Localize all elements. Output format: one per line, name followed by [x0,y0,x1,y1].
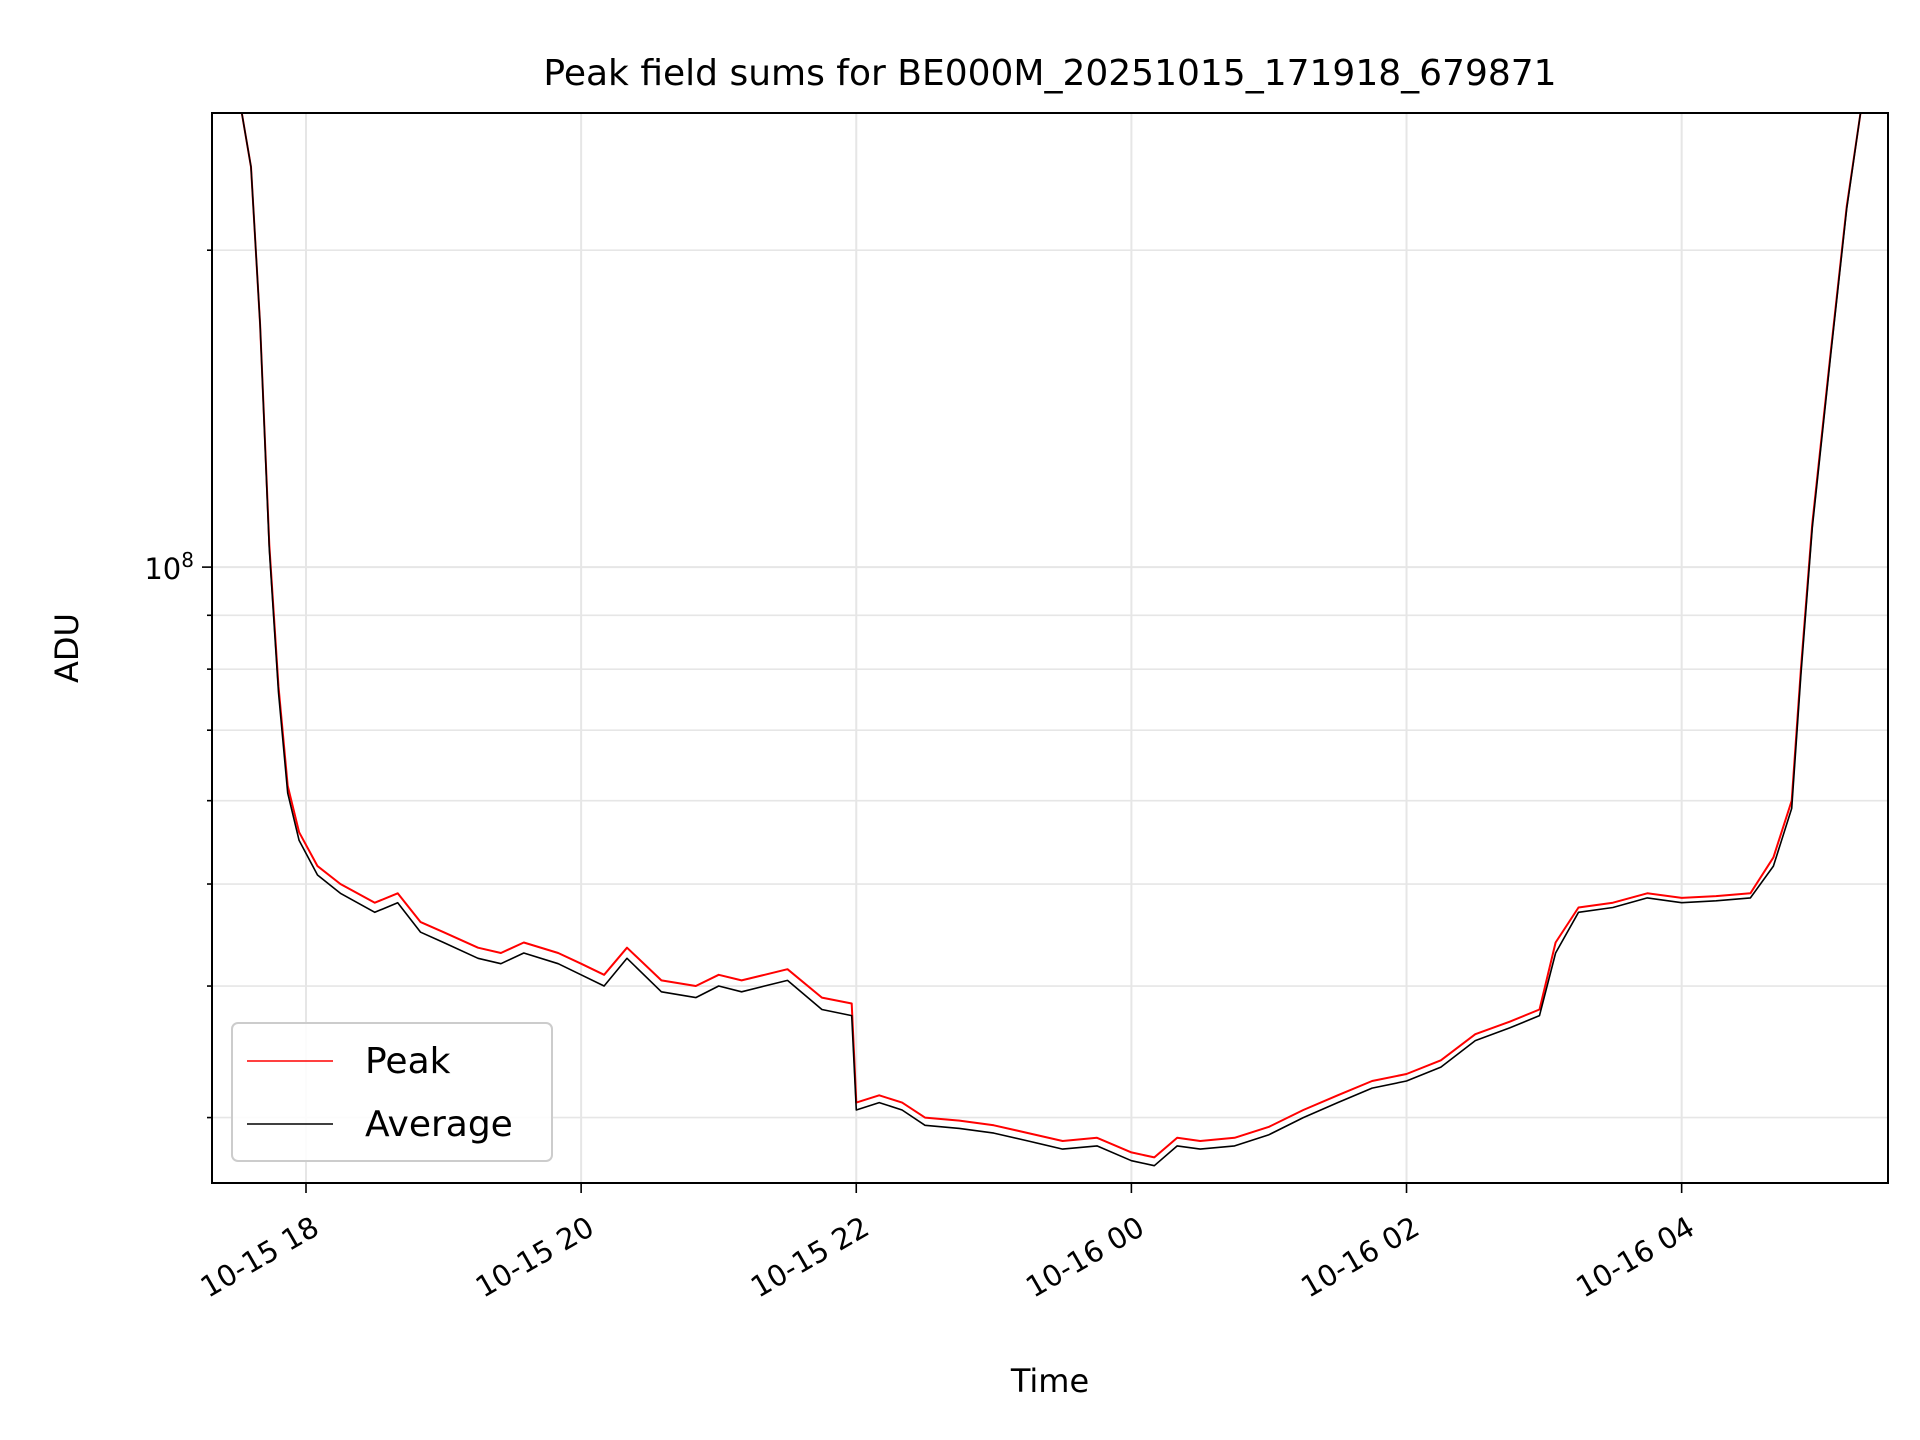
y-axis-label: ADU [48,613,86,683]
chart-title: Peak field sums for BE000M_20251015_1719… [543,53,1556,94]
series-line-peak [212,112,1888,1159]
x-axis-label: Time [1010,1362,1089,1400]
series-group [212,112,1888,1167]
legend: Peak Average [231,1022,553,1162]
plot-area [212,113,1888,1183]
y-tick-label: 108 [144,548,194,586]
legend-label-peak: Peak [365,1041,451,1082]
legend-label-average: Average [365,1104,513,1145]
plot-frame [211,112,1889,1184]
grid [212,113,1888,1183]
legend-box [231,1022,553,1162]
series-line-average [212,112,1888,1167]
y-axis: 108 [144,249,212,1119]
